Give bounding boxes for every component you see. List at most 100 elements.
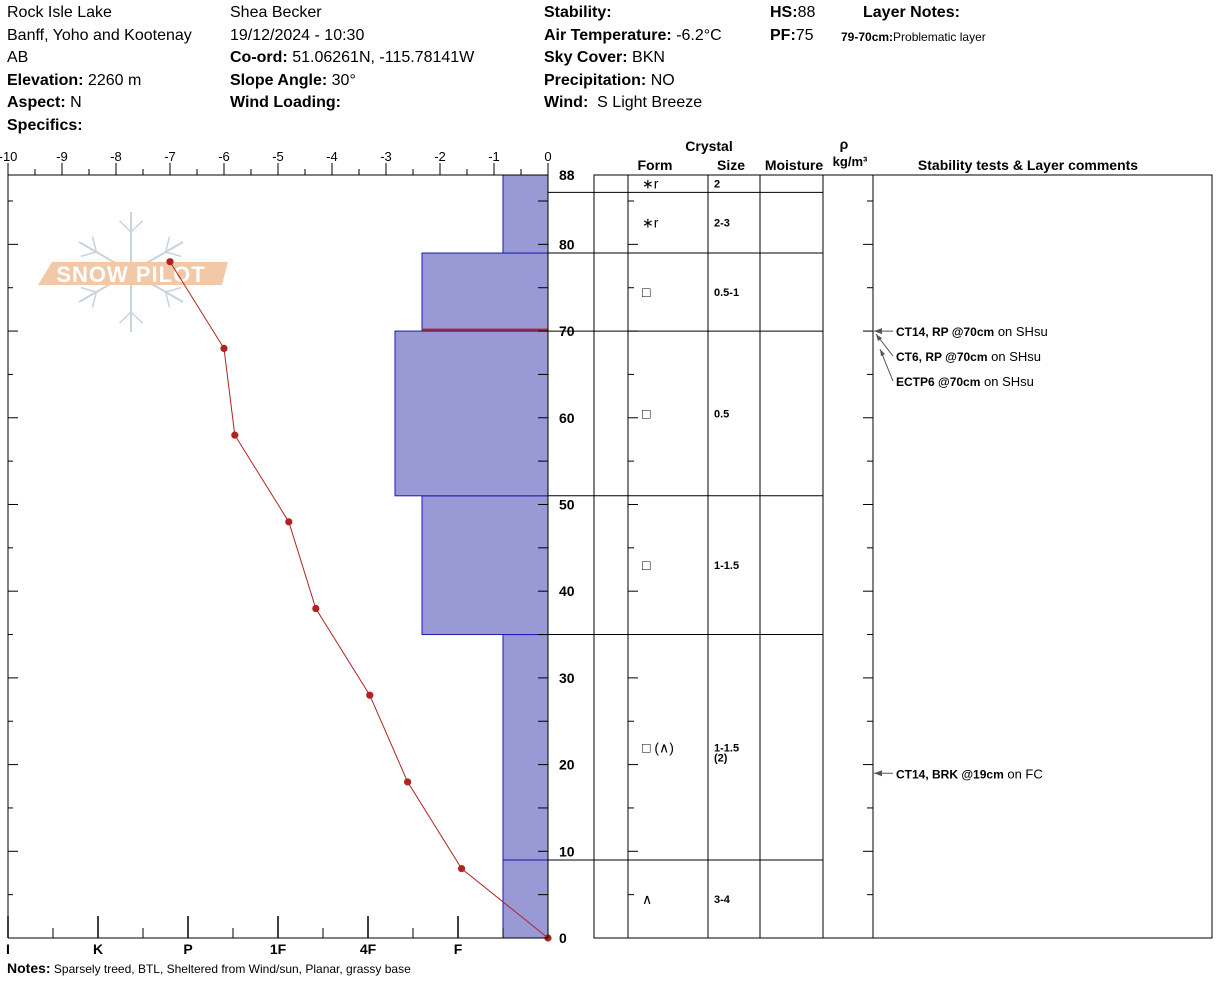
watermark-snowflake-branch: [80, 251, 97, 258]
watermark-snowflake-branch: [164, 236, 171, 253]
height-tick-label: 30: [559, 670, 575, 686]
stability-test-label: ECTP6 @70cm on SHsu: [896, 374, 1034, 389]
comments-header: Stability tests & Layer comments: [918, 157, 1138, 173]
watermark-snowflake-branch: [118, 311, 132, 324]
temp-tick-label: -6: [218, 149, 230, 164]
stability-test-label: CT14, RP @70cm on SHsu: [896, 324, 1048, 339]
watermark-snowflake-branch: [165, 286, 182, 293]
notes-field: Notes: Sparsely treed, BTL, Sheltered fr…: [7, 960, 411, 976]
watermark-snowflake-branch: [80, 286, 97, 293]
location-name: Rock Isle Lake: [7, 4, 112, 21]
grain-size: 3-4: [714, 894, 731, 906]
temperature-point: [312, 604, 320, 613]
hardness-bars: [394, 174, 549, 939]
temperature-point: [285, 518, 293, 526]
temp-tick-label: -5: [272, 149, 284, 164]
temperature-profile: [166, 258, 552, 942]
grain-size-secondary: (2): [714, 752, 728, 764]
temp-tick-label: -1: [488, 149, 500, 164]
temperature-point: [220, 344, 228, 353]
layer-notes-title: Layer Notes:: [863, 4, 960, 21]
observer-name: Shea Becker: [230, 4, 322, 21]
stability-test-result: CT14, RP @70cm: [896, 325, 994, 339]
watermark-snowflake-branch: [118, 220, 132, 233]
hardness-bar: [421, 495, 549, 636]
grain-size: 0.5-1: [714, 287, 739, 299]
hardness-tick-label: 4F: [360, 941, 377, 957]
stability-test-label: CT14, BRK @19cm on FC: [896, 766, 1043, 781]
temp-tick-label: -3: [380, 149, 392, 164]
watermark-snowflake-branch: [91, 291, 98, 308]
density-symbol-header: ρ: [840, 136, 849, 152]
pf-field: PF:75: [770, 26, 814, 44]
layer-table: Crystal Form Size Moisture ρ kg/m³ Stability t…: [548, 136, 1213, 939]
slope-field: Slope Angle: 30°: [230, 71, 356, 89]
hardness-tick-label: I: [6, 941, 10, 957]
temperature-point: [166, 258, 174, 266]
stability-test-label: CT6, RP @70cm on SHsu: [896, 349, 1041, 364]
hardness-tick-label: P: [183, 941, 192, 957]
size-header: Size: [717, 157, 745, 173]
stability-field: Stability:: [544, 4, 612, 21]
hardness-tick-label: 1F: [270, 941, 287, 957]
hardness-tick-label: F: [454, 941, 463, 957]
temperature-point: [366, 691, 374, 699]
header-col-weather: Stability: Air Temperature: -6.2°C Sky C…: [544, 2, 722, 115]
grain-size: 0.5: [714, 408, 729, 420]
hardness-bar: [394, 330, 549, 497]
snowpilot-watermark: SNOW PILOT: [38, 212, 228, 332]
stability-arrowhead: [874, 770, 882, 777]
height-tick-label: 88: [559, 167, 575, 183]
temperature-point: [458, 865, 466, 873]
aspect-field: Aspect: N: [7, 94, 82, 111]
grain-size: 2: [714, 179, 720, 191]
stability-test-result: CT6, RP @70cm: [896, 350, 988, 364]
grain-form: □: [642, 557, 651, 573]
stability-arrowhead: [880, 349, 885, 357]
height-tick-label: 50: [559, 496, 575, 512]
height-tick-label: 40: [559, 583, 575, 599]
elevation-field: Elevation: 2260 m: [7, 71, 142, 89]
stability-test-layer: on SHsu: [980, 374, 1033, 389]
watermark-snowflake-branch: [164, 291, 171, 308]
temp-tick-label: 0: [544, 149, 551, 164]
height-tick-label: 60: [559, 410, 575, 426]
header-col-depth: HS:88 PF:75: [770, 2, 815, 47]
watermark-snowflake-branch: [130, 311, 144, 324]
observation-datetime: 19/12/2024 - 10:30: [230, 26, 365, 44]
temp-tick-label: -10: [0, 149, 17, 164]
grain-form: □: [642, 405, 651, 421]
coord-field: Co-ord: 51.06261N, -115.78141W: [230, 49, 475, 66]
province-name: AB: [7, 49, 29, 66]
grain-size: 1-1.5: [714, 560, 739, 572]
grain-form: ∗r: [642, 176, 659, 192]
temperature-point: [404, 778, 412, 786]
hardness-tick-label: K: [93, 941, 103, 957]
header-col-observer: Shea Becker 19/12/2024 - 10:30 Co-ord: 5…: [230, 2, 474, 115]
hardness-bar: [421, 252, 549, 332]
temp-tick-label: -7: [164, 149, 176, 164]
stability-test-layer: on FC: [1004, 766, 1043, 781]
hs-field: HS:88: [770, 4, 816, 21]
table-frame: [593, 174, 1213, 939]
grain-form: □ (∧): [642, 739, 674, 755]
watermark-snowflake-branch: [91, 236, 98, 253]
region-name: Banff, Yoho and Kootenay: [7, 26, 192, 44]
temp-tick-label: -8: [110, 149, 122, 164]
specifics-field: Specifics:: [7, 116, 83, 134]
layer-note-entry: 79-70cm:Problematic layer: [841, 30, 986, 44]
temperature-point: [231, 431, 239, 439]
form-header: Form: [638, 157, 673, 173]
height-tick-label: 0: [559, 930, 567, 946]
crystal-header: Crystal: [685, 138, 732, 154]
moisture-header: Moisture: [765, 157, 824, 173]
wind-loading-field: Wind Loading:: [230, 94, 341, 111]
density-unit-header: kg/m³: [833, 154, 868, 169]
precip-field: Precipitation: NO: [544, 71, 675, 89]
watermark-snowflake-branch: [130, 220, 144, 233]
hardness-bar: [502, 859, 549, 939]
stability-test-layer: on SHsu: [994, 324, 1047, 339]
wind-field: Wind: S Light Breeze: [544, 94, 703, 111]
chart-axes: -10 -9 -8 -7 -6 -5 -4 -3 -2 -1 0I K P 1F 4F F0102030405…: [0, 149, 575, 957]
height-tick-label: 20: [559, 757, 575, 773]
